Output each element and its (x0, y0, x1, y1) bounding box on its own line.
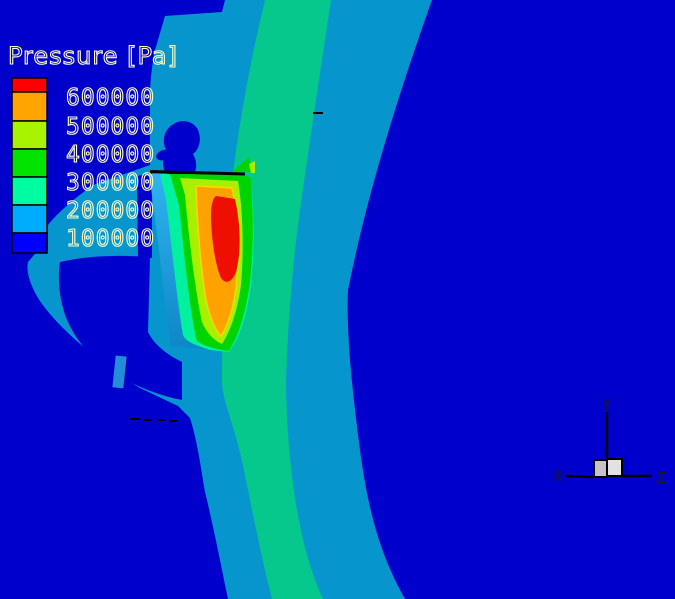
axis-triad: Y X Z (553, 396, 666, 487)
legend-swatch-400000 (11, 120, 48, 150)
origin-cube-left-face (593, 459, 608, 478)
blade-band-red-core (211, 196, 240, 282)
origin-cube-icon (593, 458, 623, 478)
legend-label-600000: 600000 (66, 85, 155, 111)
legend-swatch-300000 (11, 148, 48, 178)
axis-x-line (565, 474, 595, 479)
legend-title: Pressure [Pa] (8, 42, 178, 70)
dark-blob-flipper (156, 149, 172, 161)
cavity-region (58, 255, 182, 400)
legend-label-500000: 500000 (66, 114, 155, 140)
seam-highlight (112, 355, 127, 389)
legend-label-300000: 300000 (66, 170, 155, 196)
axis-z-label: Z (656, 469, 666, 487)
axis-y-label: Y (601, 396, 612, 414)
dark-blob (162, 121, 200, 177)
legend-swatch-600000 (11, 77, 48, 93)
legend-tick-labels: 600000 500000 400000 300000 200000 10000… (65, 84, 155, 252)
blade-tip-edge-line (149, 170, 246, 176)
legend-label-400000: 400000 (66, 142, 155, 168)
legend-swatch-low (11, 232, 48, 254)
pressure-legend: Pressure [Pa] 600000 500000 400000 30000… (7, 41, 178, 254)
gap-corridor-region (137, 173, 152, 258)
wake-band-region (222, 0, 331, 599)
mesh-dashes (130, 112, 323, 422)
legend-swatch-100000 (11, 204, 48, 234)
legend-label-100000: 100000 (66, 226, 155, 252)
legend-swatch-500000 (11, 91, 48, 122)
blade-tip-sliver-green (232, 157, 253, 172)
axis-x-label: X (553, 467, 563, 485)
legend-swatch-200000 (11, 176, 48, 206)
blade-tip-sliver-chartreuse (249, 161, 255, 173)
origin-cube-right-face (606, 458, 623, 477)
legend-colorbar (11, 77, 48, 254)
legend-label-200000: 200000 (66, 198, 155, 224)
